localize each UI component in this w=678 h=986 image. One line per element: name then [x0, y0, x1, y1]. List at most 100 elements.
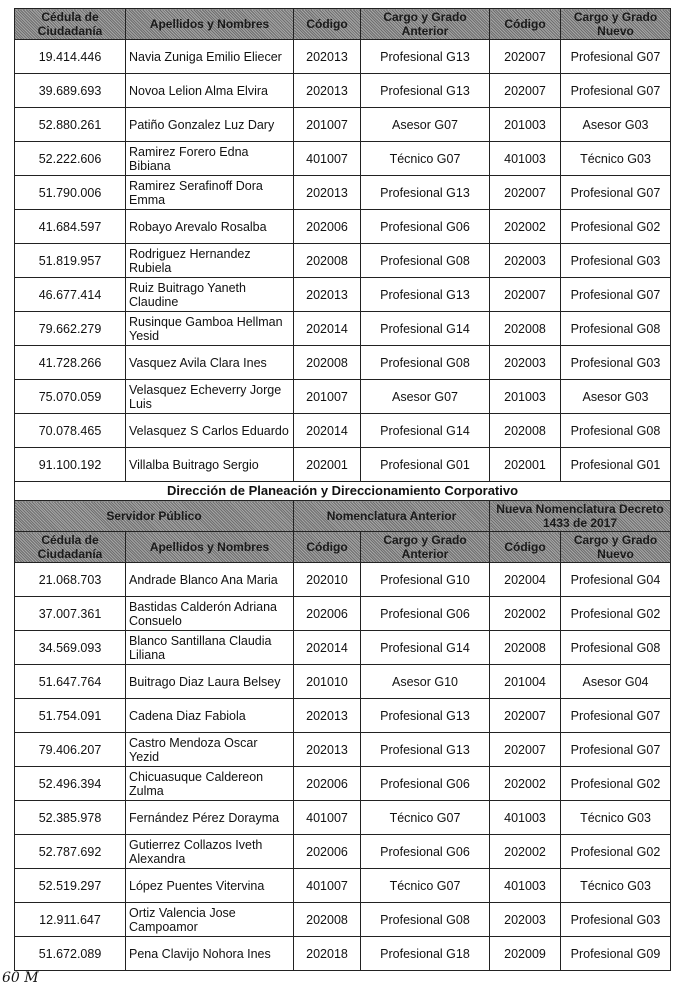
group-header-row: Servidor Público Nomenclatura Anterior N…	[14, 500, 671, 532]
cell-codigo-anterior: 202014	[293, 413, 361, 448]
cell-codigo-nuevo: 401003	[489, 141, 561, 176]
cell-cargo-anterior: Técnico G07	[360, 800, 490, 835]
table-row: 52.496.394 Chicuasuque Caldereon Zulma 202…	[14, 766, 671, 801]
cell-cedula: 51.819.957	[14, 243, 126, 278]
table-row: 21.068.703 Andrade Blanco Ana Maria 202010…	[14, 562, 671, 597]
cell-nombres: Fernández Pérez Dorayma	[125, 800, 294, 835]
table-row: 75.070.059 Velasquez Echeverry Jorge Luis…	[14, 379, 671, 414]
cell-codigo-anterior: 202013	[293, 698, 361, 733]
header-nombres: Apellidos y Nombres	[125, 531, 294, 563]
header-codigo-nuevo: Código	[489, 8, 561, 40]
cell-cargo-nuevo: Profesional G07	[560, 277, 671, 312]
cell-cargo-nuevo: Profesional G08	[560, 311, 671, 346]
cell-codigo-anterior: 202001	[293, 447, 361, 482]
table-row: 12.911.647 Ortiz Valencia Jose Campoamor 2…	[14, 902, 671, 937]
cell-cargo-anterior: Profesional G06	[360, 766, 490, 801]
cell-cargo-nuevo: Profesional G02	[560, 209, 671, 244]
cell-cargo-nuevo: Técnico G03	[560, 868, 671, 903]
cell-codigo-nuevo: 201003	[489, 379, 561, 414]
cell-cargo-anterior: Profesional G13	[360, 732, 490, 767]
cell-cedula: 37.007.361	[14, 596, 126, 631]
header-codigo-anterior: Código	[293, 531, 361, 563]
cell-codigo-nuevo: 401003	[489, 800, 561, 835]
cell-codigo-nuevo: 202002	[489, 766, 561, 801]
cell-nombres: Velasquez Echeverry Jorge Luis	[125, 379, 294, 414]
cell-codigo-anterior: 202008	[293, 345, 361, 380]
cell-nombres: Chicuasuque Caldereon Zulma	[125, 766, 294, 801]
cell-nombres: Castro Mendoza Oscar Yezid	[125, 732, 294, 767]
cell-cargo-nuevo: Asesor G03	[560, 379, 671, 414]
cell-nombres: Pena Clavijo Nohora Ines	[125, 936, 294, 971]
table-row: 41.728.266 Vasquez Avila Clara Ines 202008…	[14, 345, 671, 380]
cell-nombres: Gutierrez Collazos Iveth Alexandra	[125, 834, 294, 869]
cell-nombres: López Puentes Vitervina	[125, 868, 294, 903]
cell-cargo-nuevo: Profesional G07	[560, 73, 671, 108]
header-cargo-anterior: Cargo y Grado Anterior	[360, 531, 490, 563]
cell-cargo-anterior: Profesional G13	[360, 73, 490, 108]
cell-nombres: Velasquez S Carlos Eduardo	[125, 413, 294, 448]
table-row: 41.684.597 Robayo Arevalo Rosalba 202006 Pr…	[14, 209, 671, 244]
table-row: 51.790.006 Ramirez Serafinoff Dora Emma 20…	[14, 175, 671, 210]
table-row: 34.569.093 Blanco Santillana Claudia Lili…	[14, 630, 671, 665]
cell-codigo-anterior: 202010	[293, 562, 361, 597]
cell-nombres: Rusinque Gamboa Hellman Yesid	[125, 311, 294, 346]
cell-nombres: Cadena Diaz Fabiola	[125, 698, 294, 733]
cell-cargo-nuevo: Profesional G02	[560, 596, 671, 631]
cell-cedula: 39.689.693	[14, 73, 126, 108]
cell-codigo-anterior: 202013	[293, 732, 361, 767]
cell-cedula: 51.672.089	[14, 936, 126, 971]
cell-codigo-nuevo: 202001	[489, 447, 561, 482]
cell-cargo-anterior: Profesional G13	[360, 277, 490, 312]
cell-nombres: Vasquez Avila Clara Ines	[125, 345, 294, 380]
cell-cedula: 41.684.597	[14, 209, 126, 244]
table-row: 52.385.978 Fernández Pérez Dorayma 401007 T…	[14, 800, 671, 835]
table-row: 79.406.207 Castro Mendoza Oscar Yezid 2020…	[14, 732, 671, 767]
cell-cedula: 52.222.606	[14, 141, 126, 176]
cell-cargo-nuevo: Profesional G02	[560, 834, 671, 869]
header-cargo-anterior: Cargo y Grado Anterior	[360, 8, 490, 40]
cell-cedula: 52.787.692	[14, 834, 126, 869]
cell-cargo-nuevo: Profesional G04	[560, 562, 671, 597]
column-header-row: Cédula de Ciudadanía Apellidos y Nombres…	[14, 8, 671, 40]
cell-cedula: 41.728.266	[14, 345, 126, 380]
cell-nombres: Rodriguez Hernandez Rubiela	[125, 243, 294, 278]
header-codigo-nuevo: Código	[489, 531, 561, 563]
table-row: 52.222.606 Ramirez Forero Edna Bibiana 401…	[14, 141, 671, 176]
cell-codigo-anterior: 202006	[293, 209, 361, 244]
cell-codigo-nuevo: 202002	[489, 596, 561, 631]
cell-codigo-nuevo: 202007	[489, 39, 561, 74]
cell-cargo-anterior: Profesional G13	[360, 175, 490, 210]
cell-cedula: 21.068.703	[14, 562, 126, 597]
group-header-anterior: Nomenclatura Anterior	[293, 500, 490, 532]
cell-cargo-anterior: Profesional G14	[360, 413, 490, 448]
cell-nombres: Blanco Santillana Claudia Liliana	[125, 630, 294, 665]
cell-codigo-anterior: 202013	[293, 175, 361, 210]
header-nombres: Apellidos y Nombres	[125, 8, 294, 40]
cell-codigo-nuevo: 201004	[489, 664, 561, 699]
cell-codigo-nuevo: 202008	[489, 413, 561, 448]
nomenclature-table: Cédula de Ciudadanía Apellidos y Nombres…	[14, 8, 671, 971]
cell-cargo-anterior: Profesional G13	[360, 39, 490, 74]
cell-nombres: Bastidas Calderón Adriana Consuelo	[125, 596, 294, 631]
cell-cedula: 34.569.093	[14, 630, 126, 665]
cell-nombres: Ramirez Serafinoff Dora Emma	[125, 175, 294, 210]
cell-nombres: Ortiz Valencia Jose Campoamor	[125, 902, 294, 937]
cell-cedula: 79.406.207	[14, 732, 126, 767]
cell-cargo-nuevo: Profesional G03	[560, 902, 671, 937]
section-title-row: Dirección de Planeación y Direccionamien…	[14, 481, 671, 501]
cell-cargo-anterior: Profesional G06	[360, 209, 490, 244]
cell-cargo-anterior: Profesional G18	[360, 936, 490, 971]
table-row: 52.880.261 Patiño Gonzalez Luz Dary 201007…	[14, 107, 671, 142]
cell-cargo-anterior: Profesional G08	[360, 243, 490, 278]
cell-codigo-nuevo: 202004	[489, 562, 561, 597]
cell-cargo-anterior: Profesional G10	[360, 562, 490, 597]
cell-cargo-anterior: Profesional G01	[360, 447, 490, 482]
cell-cedula: 70.078.465	[14, 413, 126, 448]
cell-codigo-anterior: 202006	[293, 766, 361, 801]
cell-cedula: 52.496.394	[14, 766, 126, 801]
cell-codigo-nuevo: 202007	[489, 732, 561, 767]
cell-cargo-anterior: Asesor G10	[360, 664, 490, 699]
cell-codigo-nuevo: 202008	[489, 311, 561, 346]
cell-codigo-nuevo: 202009	[489, 936, 561, 971]
cell-codigo-nuevo: 202008	[489, 630, 561, 665]
